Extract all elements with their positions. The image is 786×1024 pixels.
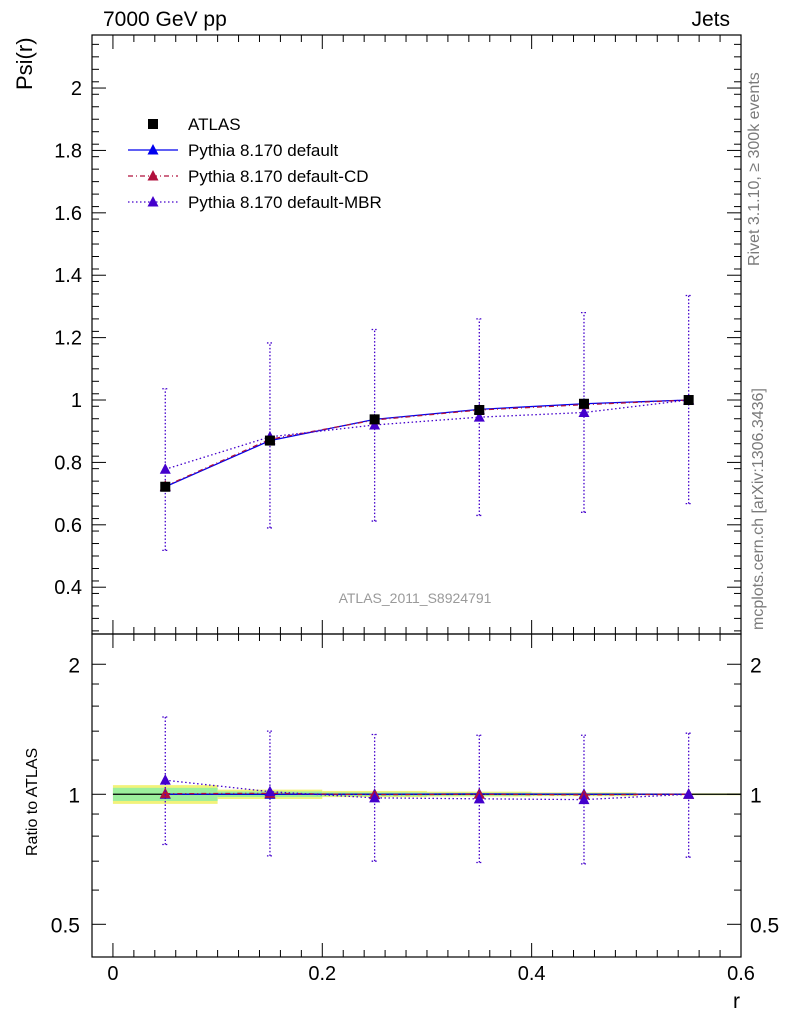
legend-label-3: Pythia 8.170 default-MBR <box>188 193 382 212</box>
main-series-3-line <box>165 399 689 470</box>
main-y-tick-label: 0.4 <box>54 577 82 599</box>
main-series-0-marker <box>369 414 380 425</box>
ratio-x-tick-label: 0.4 <box>518 963 546 985</box>
main-series-0-marker <box>683 395 694 406</box>
ratio-x-tick-label: 0.2 <box>308 963 336 985</box>
ratio-y-axis-title: Ratio to ATLAS <box>24 748 41 856</box>
ratio-series-2-line <box>165 779 689 801</box>
main-series-3-marker <box>159 463 171 474</box>
main-series-3-marker <box>578 406 590 417</box>
ratio-x-tick-label: 0 <box>107 963 118 985</box>
main-series-2-line <box>165 399 689 487</box>
main-y-tick-label: 1 <box>71 390 82 412</box>
ratio-y-tick-label-left: 0.5 <box>51 914 80 937</box>
main-series-0-marker <box>264 435 275 446</box>
ratio-series-2-marker <box>369 791 381 803</box>
main-series-0-marker <box>160 481 171 492</box>
ratio-series-2-marker <box>264 785 276 797</box>
legend-marker-2 <box>147 170 159 181</box>
main-y-tick-label: 0.6 <box>54 515 82 537</box>
ratio-series-1-marker <box>159 787 171 799</box>
legend-marker-0 <box>148 119 158 129</box>
ratio-series-1-line <box>165 792 689 796</box>
header-left-label: 7000 GeV pp <box>103 8 227 31</box>
legend-marker-1 <box>147 144 159 155</box>
main-series-1-line <box>165 399 689 488</box>
legend-marker-3 <box>147 196 159 207</box>
ratio-y-tick-label-right: 0.5 <box>750 914 779 937</box>
ratio-plot-frame <box>91 633 742 958</box>
ratio-series-2-marker <box>683 788 695 799</box>
main-y-tick-label: 0.8 <box>54 452 82 474</box>
ratio-series-2-marker <box>578 793 590 805</box>
ratio-y-tick-label-left: 2 <box>68 654 80 677</box>
main-series-0-marker <box>578 398 589 409</box>
analysis-id-watermark: ATLAS_2011_S8924791 <box>339 590 492 606</box>
x-axis-title: r <box>733 990 740 1013</box>
legend-label-2: Pythia 8.170 default-CD <box>188 167 369 186</box>
main-series-0-marker <box>474 404 485 415</box>
ratio-x-tick-label: 0.6 <box>727 963 755 985</box>
header-right-label: Jets <box>691 8 730 31</box>
ratio-y-tick-label-left: 1 <box>68 784 80 807</box>
ratio-y-tick-label-right: 1 <box>750 784 762 807</box>
ratio-y-tick-label-right: 2 <box>750 654 762 677</box>
main-y-tick-label: 1.8 <box>54 140 82 162</box>
main-y-axis-title: Psi(r) <box>12 37 37 90</box>
main-y-tick-label: 1.4 <box>54 265 82 287</box>
legend-label-0: ATLAS <box>188 115 241 134</box>
ratio-series-2-marker <box>473 792 485 804</box>
ratio-series-2-marker <box>159 774 171 785</box>
main-y-tick-label: 1.2 <box>54 328 82 350</box>
legend-label-1: Pythia 8.170 default <box>188 141 339 160</box>
main-y-tick-label: 1.6 <box>54 203 82 225</box>
main-series-3-marker <box>473 411 485 422</box>
main-y-tick-label: 2 <box>71 78 82 100</box>
